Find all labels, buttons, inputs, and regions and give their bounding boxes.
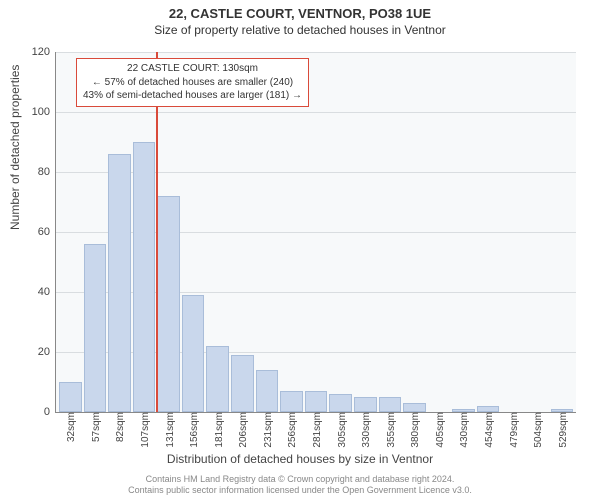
footer-line: Contains public sector information licen…: [0, 485, 600, 496]
x-tick-label: 82sqm: [115, 412, 126, 442]
x-tick-label: 305sqm: [337, 412, 348, 448]
footer-attribution: Contains HM Land Registry data © Crown c…: [0, 474, 600, 497]
y-tick-label: 60: [38, 226, 56, 238]
x-tick-label: 107sqm: [140, 412, 151, 448]
annotation-line: 22 CASTLE COURT: 130sqm: [83, 62, 302, 76]
y-tick-label: 40: [38, 286, 56, 298]
x-tick-label: 256sqm: [287, 412, 298, 448]
x-tick-label: 430sqm: [459, 412, 470, 448]
y-tick-label: 120: [32, 46, 56, 58]
chart-title: 22, CASTLE COURT, VENTNOR, PO38 1UE: [0, 6, 600, 21]
histogram-bar: [84, 244, 107, 412]
y-tick-label: 0: [44, 406, 56, 418]
x-tick-label: 405sqm: [435, 412, 446, 448]
y-axis-label: Number of detached properties: [8, 65, 22, 230]
x-tick-label: 479sqm: [509, 412, 520, 448]
annotation-line: ← 57% of detached houses are smaller (24…: [83, 76, 302, 90]
annotation-box: 22 CASTLE COURT: 130sqm ← 57% of detache…: [76, 58, 309, 107]
histogram-bar: [403, 403, 426, 412]
histogram-bar: [157, 196, 180, 412]
chart-container: 22, CASTLE COURT, VENTNOR, PO38 1UE Size…: [0, 0, 600, 500]
x-tick-label: 231sqm: [263, 412, 274, 448]
footer-line: Contains HM Land Registry data © Crown c…: [0, 474, 600, 485]
x-tick-label: 355sqm: [386, 412, 397, 448]
x-tick-label: 281sqm: [312, 412, 323, 448]
plot-area: 020406080100120 22 CASTLE COURT: 130sqm …: [55, 52, 576, 413]
annotation-line: 43% of semi-detached houses are larger (…: [83, 89, 302, 103]
histogram-bar: [59, 382, 82, 412]
y-tick-label: 80: [38, 166, 56, 178]
title-block: 22, CASTLE COURT, VENTNOR, PO38 1UE Size…: [0, 0, 600, 37]
y-tick-label: 100: [32, 106, 56, 118]
x-tick-label: 380sqm: [410, 412, 421, 448]
x-tick-label: 181sqm: [214, 412, 225, 448]
histogram-bar: [379, 397, 402, 412]
x-tick-label: 206sqm: [238, 412, 249, 448]
histogram-bar: [206, 346, 229, 412]
x-tick-label: 57sqm: [91, 412, 102, 442]
x-tick-label: 504sqm: [533, 412, 544, 448]
y-tick-label: 20: [38, 346, 56, 358]
histogram-bar: [280, 391, 303, 412]
histogram-bar: [329, 394, 352, 412]
histogram-bar: [256, 370, 279, 412]
x-axis-label: Distribution of detached houses by size …: [0, 452, 600, 466]
histogram-bar: [182, 295, 205, 412]
histogram-bar: [133, 142, 156, 412]
histogram-bar: [354, 397, 377, 412]
histogram-bar: [305, 391, 328, 412]
x-tick-label: 330sqm: [361, 412, 372, 448]
x-tick-label: 32sqm: [66, 412, 77, 442]
x-tick-label: 454sqm: [484, 412, 495, 448]
x-tick-label: 156sqm: [189, 412, 200, 448]
chart-subtitle: Size of property relative to detached ho…: [0, 23, 600, 37]
x-tick-label: 529sqm: [558, 412, 569, 448]
x-tick-label: 131sqm: [165, 412, 176, 448]
histogram-bar: [231, 355, 254, 412]
histogram-bar: [108, 154, 131, 412]
